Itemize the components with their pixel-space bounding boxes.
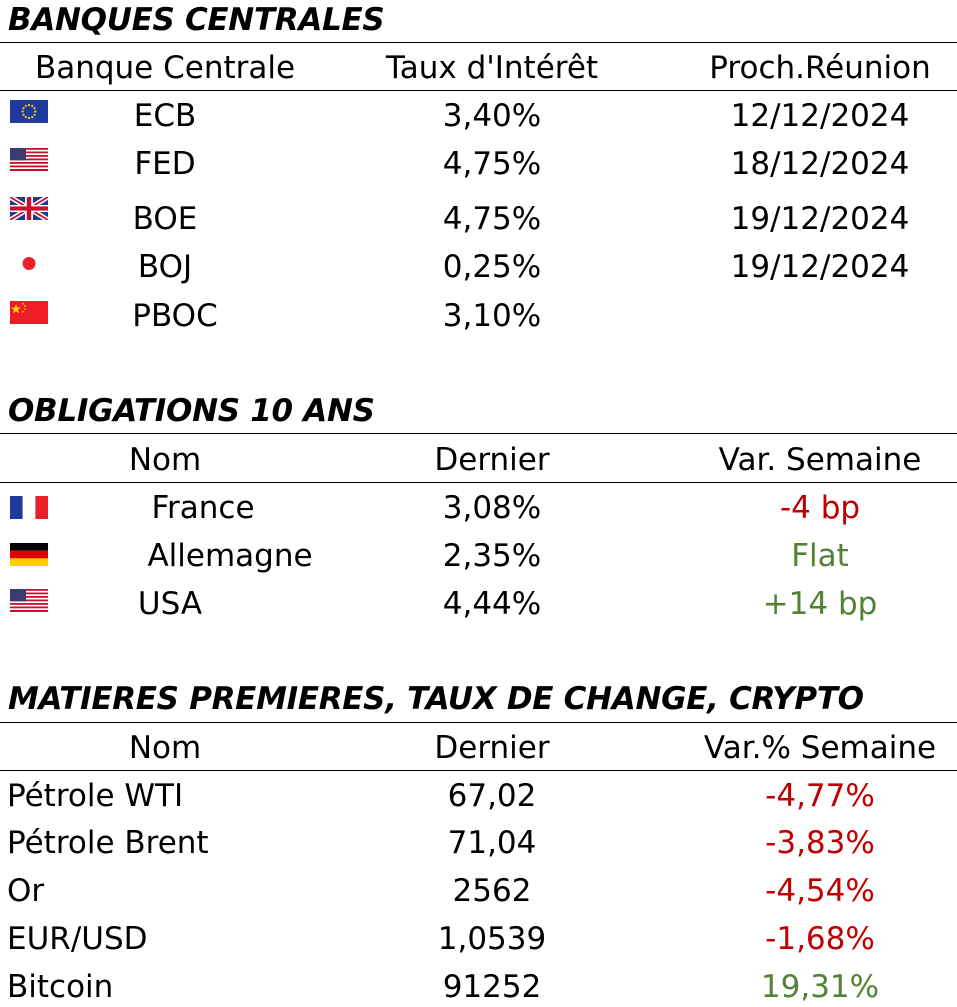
asset-name: Or — [7, 873, 45, 909]
china-flag-icon — [10, 301, 48, 324]
bank-name: BOE — [132, 201, 198, 237]
asset-last: 91252 — [442, 969, 542, 1005]
section-divider — [0, 722, 957, 723]
bond-name: USA — [137, 586, 203, 622]
eu-flag-icon — [10, 100, 48, 123]
column-header: Var. Semaine — [718, 442, 922, 478]
asset-name: EUR/USD — [7, 921, 148, 957]
asset-last: 71,04 — [447, 825, 537, 861]
column-header: Dernier — [434, 730, 550, 766]
next-meeting: 18/12/2024 — [730, 146, 910, 182]
germany-flag-icon — [10, 543, 48, 566]
us-flag-icon — [10, 148, 48, 171]
interest-rate: 4,75% — [442, 146, 542, 182]
column-header: Var.% Semaine — [703, 730, 937, 766]
asset-weekly-change: -4,77% — [765, 778, 875, 814]
column-header: Dernier — [434, 442, 550, 478]
uk-flag-icon — [10, 197, 48, 220]
next-meeting: 19/12/2024 — [730, 201, 910, 237]
asset-weekly-change: -1,68% — [765, 921, 875, 957]
header-divider — [0, 90, 957, 91]
bond-yield: 2,35% — [442, 538, 542, 574]
interest-rate: 3,10% — [442, 298, 542, 334]
bond-yield: 3,08% — [442, 490, 542, 526]
header-divider — [0, 770, 957, 771]
column-header: Nom — [128, 730, 202, 766]
next-meeting: 12/12/2024 — [730, 98, 910, 134]
header-divider — [0, 482, 957, 483]
bank-name: ECB — [133, 98, 197, 134]
japan-flag-icon — [10, 252, 48, 275]
asset-name: Bitcoin — [7, 969, 114, 1005]
column-header: Nom — [128, 442, 202, 478]
bond-yield: 4,44% — [442, 586, 542, 622]
bonds-title: OBLIGATIONS 10 ANS — [8, 393, 375, 429]
interest-rate: 0,25% — [442, 249, 542, 285]
asset-last: 2562 — [452, 873, 532, 909]
central-banks-title: BANQUES CENTRALES — [8, 2, 385, 38]
asset-weekly-change: 19,31% — [760, 969, 880, 1005]
asset-weekly-change: -3,83% — [765, 825, 875, 861]
interest-rate: 3,40% — [442, 98, 542, 134]
column-header: Banque Centrale — [34, 50, 296, 86]
asset-weekly-change: -4,54% — [765, 873, 875, 909]
bank-name: BOJ — [137, 249, 193, 285]
section-divider — [0, 42, 957, 43]
commodities-title: MATIERES PREMIERES, TAUX DE CHANGE, CRYP… — [8, 681, 864, 717]
asset-last: 1,0539 — [437, 921, 547, 957]
interest-rate: 4,75% — [442, 201, 542, 237]
asset-name: Pétrole WTI — [7, 778, 184, 814]
us-flag-icon — [10, 589, 48, 612]
column-header: Proch.Réunion — [709, 50, 931, 86]
bond-name: Allemagne — [147, 538, 313, 574]
france-flag-icon — [10, 496, 48, 519]
section-divider — [0, 433, 957, 434]
weekly-change: -4 bp — [779, 490, 861, 526]
weekly-change: +14 bp — [762, 586, 878, 622]
next-meeting: 19/12/2024 — [730, 249, 910, 285]
weekly-change: Flat — [791, 538, 849, 574]
column-header: Taux d'Intérêt — [385, 50, 599, 86]
asset-name: Pétrole Brent — [7, 825, 209, 861]
bank-name: PBOC — [132, 298, 218, 334]
asset-last: 67,02 — [447, 778, 537, 814]
bank-name: FED — [134, 146, 196, 182]
bond-name: France — [151, 490, 255, 526]
